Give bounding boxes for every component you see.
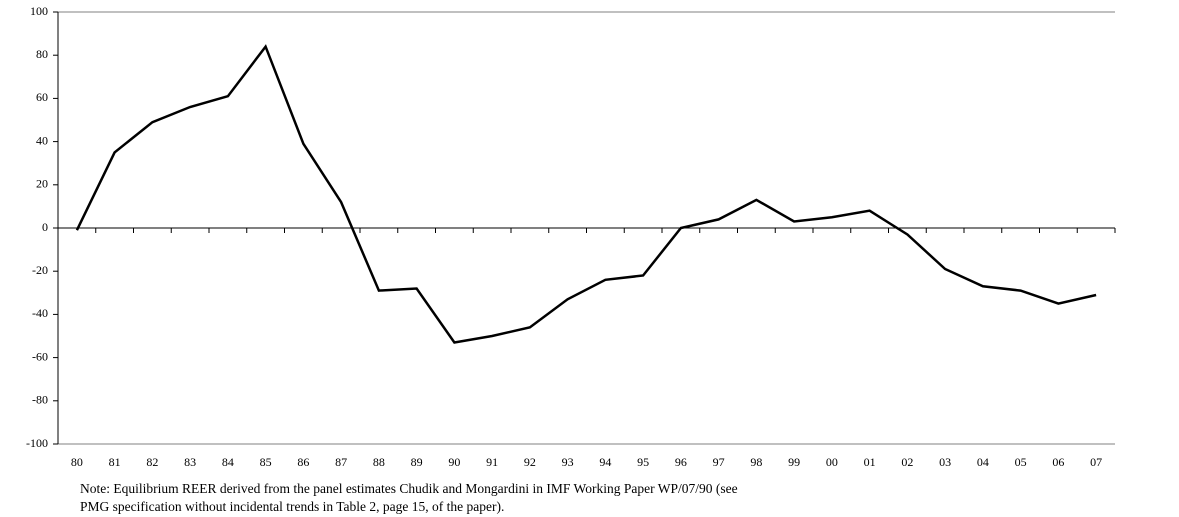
y-tick-label: 0 — [42, 220, 48, 234]
x-tick-label: 00 — [826, 455, 838, 469]
x-tick-label: 86 — [297, 455, 309, 469]
note: Note: Equilibrium REER derived from the … — [80, 481, 738, 496]
x-tick-label: 95 — [637, 455, 649, 469]
x-tick-label: 05 — [1015, 455, 1027, 469]
x-tick-label: 88 — [373, 455, 385, 469]
x-tick-label: 81 — [109, 455, 121, 469]
data-line — [75, 44, 1097, 344]
x-tick-label: 87 — [335, 455, 347, 469]
y-tick-label: -20 — [32, 263, 48, 277]
x-tick-label: 96 — [675, 455, 687, 469]
y-tick-label: -100 — [26, 436, 48, 450]
y-tick-label: 60 — [36, 90, 48, 104]
x-tick-label: 91 — [486, 455, 498, 469]
y-tick-label: 20 — [36, 177, 48, 191]
x-tick-label: 89 — [411, 455, 423, 469]
x-tick-label: 80 — [71, 455, 83, 469]
x-tick-label: 07 — [1090, 455, 1102, 469]
y-tick-label: -60 — [32, 349, 48, 363]
x-tick-label: 92 — [524, 455, 536, 469]
y-tick-label: -40 — [32, 306, 48, 320]
x-tick-label: 90 — [448, 455, 460, 469]
x-tick-label: 97 — [713, 455, 725, 469]
y-tick-label: 80 — [36, 47, 48, 61]
x-tick-label: 03 — [939, 455, 951, 469]
x-tick-label: 85 — [260, 455, 272, 469]
x-tick-label: 82 — [146, 455, 158, 469]
x-tick-label: 84 — [222, 455, 234, 469]
y-tick-label: -80 — [32, 393, 48, 407]
x-tick-label: 99 — [788, 455, 800, 469]
note: PMG specification without incidental tre… — [80, 499, 504, 514]
x-tick-label: 98 — [750, 455, 762, 469]
x-tick-label: 01 — [864, 455, 876, 469]
x-tick-label: 94 — [599, 455, 611, 469]
x-tick-label: 02 — [901, 455, 913, 469]
y-tick-label: 100 — [30, 4, 48, 18]
x-tick-label: 83 — [184, 455, 196, 469]
x-tick-label: 06 — [1052, 455, 1064, 469]
x-tick-label: 04 — [977, 455, 989, 469]
x-tick-label: 93 — [562, 455, 574, 469]
y-tick-label: 40 — [36, 133, 48, 147]
